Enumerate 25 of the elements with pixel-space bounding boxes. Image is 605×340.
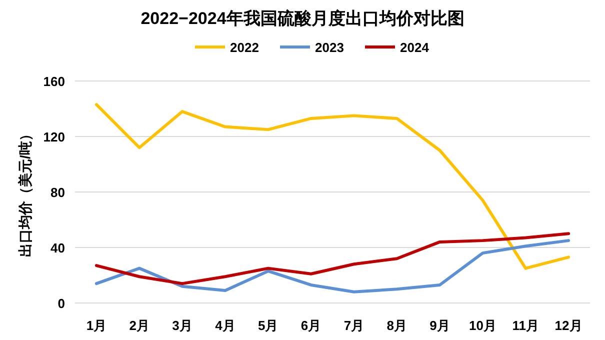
y-tick-label: 0	[58, 296, 65, 311]
line-series	[94, 232, 570, 286]
legend-label: 2023	[315, 40, 344, 55]
line-series	[94, 239, 570, 294]
chart-title: 2022−2024年我国硫酸月度出口均价对比图	[140, 9, 464, 28]
y-tick-label: 40	[50, 240, 65, 256]
x-tick-label: 4月	[215, 318, 236, 333]
x-tick-label: 2月	[129, 318, 150, 333]
y-tick-label: 120	[43, 130, 65, 144]
x-tick-label: 5月	[258, 318, 278, 333]
x-tick-label: 9月	[430, 318, 450, 333]
x-tick-label: 8月	[386, 318, 407, 333]
line-series	[94, 103, 570, 270]
legend-label: 2024	[400, 40, 430, 55]
x-tick-label: 11月	[512, 318, 539, 333]
y-axis-title: 出口均价（美元/吨）	[17, 127, 33, 257]
x-tick-label: 3月	[172, 318, 192, 333]
y-tick-label: 80	[50, 185, 65, 200]
x-tick-label: 1月	[86, 318, 107, 333]
legend-label: 2022	[230, 40, 259, 55]
y-tick-label: 160	[43, 74, 65, 89]
x-tick-label: 7月	[344, 318, 364, 333]
x-tick-label: 10月	[468, 318, 496, 333]
x-tick-label: 12月	[554, 318, 582, 333]
x-tick-label: 6月	[300, 318, 322, 333]
